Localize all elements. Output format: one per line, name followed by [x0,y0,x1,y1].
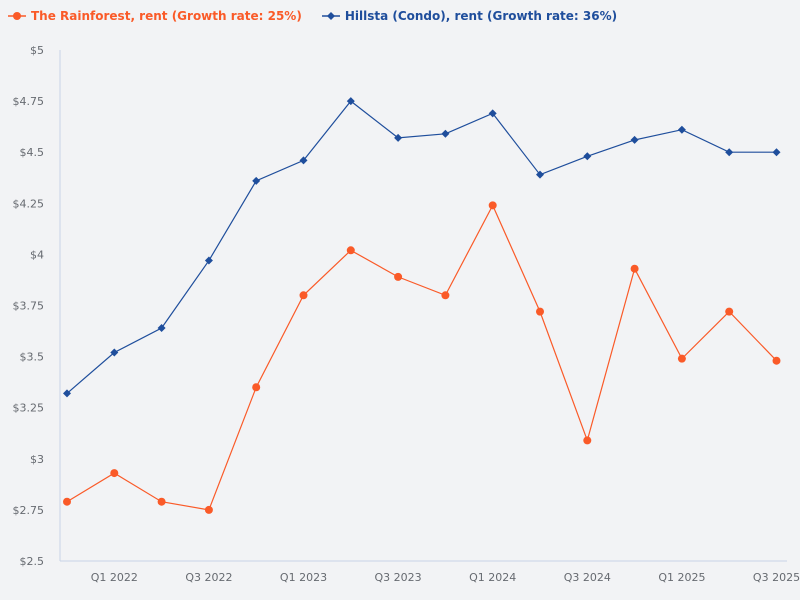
y-tick-label: $3.75 [13,300,45,313]
data-point[interactable] [394,272,403,281]
data-point[interactable] [441,129,450,138]
y-tick-label: $4.25 [13,197,45,210]
data-point[interactable] [488,201,497,210]
data-point[interactable] [630,264,639,273]
data-point[interactable] [583,436,592,445]
data-point[interactable] [394,133,403,142]
legend-item-rainforest[interactable]: The Rainforest, rent (Growth rate: 25%) [8,9,302,23]
data-point[interactable] [677,125,686,134]
legend: The Rainforest, rent (Growth rate: 25%) … [8,9,617,23]
x-tick-label: Q3 2025 [753,571,800,584]
y-tick-label: $3 [30,453,44,466]
circle-marker-icon [8,12,26,20]
x-tick-label: Q1 2024 [469,571,516,584]
data-point[interactable] [63,497,71,506]
data-point[interactable] [488,109,497,118]
series-layer [63,97,781,514]
data-point[interactable] [725,148,734,157]
data-point[interactable] [252,176,261,185]
data-point[interactable] [299,156,308,165]
data-point[interactable] [772,148,781,157]
x-tick-label: Q1 2025 [658,571,705,584]
series-line [66,100,777,394]
data-point[interactable] [299,291,308,300]
data-point[interactable] [157,323,166,332]
data-point[interactable] [630,135,639,144]
data-point[interactable] [772,356,781,365]
y-axis-ticks: $5 $4.75 $4.5 $4.25 $4 $3.75 $3.5 $3.25 $3 $2.75 $… [13,44,45,568]
data-point[interactable] [110,469,119,478]
data-point[interactable] [252,383,261,392]
data-point[interactable] [441,291,450,300]
x-tick-label: Q3 2024 [564,571,611,584]
y-tick-label: $3.25 [13,402,45,415]
x-tick-label: Q1 2022 [91,571,138,584]
data-point[interactable] [346,246,355,255]
series-line [66,203,777,511]
y-tick-label: $2.5 [20,555,45,568]
legend-label-hillsta: Hillsta (Condo), rent (Growth rate: 36%) [344,9,618,23]
axes [59,50,787,562]
x-tick-label: Q3 2023 [375,571,422,584]
data-point[interactable] [583,152,592,161]
data-point[interactable] [536,307,544,316]
diamond-marker-icon [321,12,340,20]
legend-label-rainforest: The Rainforest, rent (Growth rate: 25%) [31,9,302,23]
series-hillsta [63,97,781,398]
data-point[interactable] [725,307,734,316]
y-tick-label: $5 [30,44,44,57]
data-point[interactable] [536,170,544,179]
y-tick-label: $4.75 [13,95,45,108]
x-tick-label: Q3 2022 [185,571,232,584]
y-tick-label: $2.75 [13,504,45,517]
y-tick-label: $4 [30,248,44,261]
data-point[interactable] [346,97,355,106]
data-point[interactable] [677,354,686,363]
y-tick-label: $3.5 [20,351,45,364]
data-point[interactable] [204,505,213,514]
data-point[interactable] [157,497,166,506]
x-axis-ticks: Q1 2022 Q3 2022 Q1 2023 Q3 2023 Q1 2024 Q3 20… [91,571,800,584]
data-point[interactable] [204,256,213,265]
data-point[interactable] [110,348,119,357]
legend-item-hillsta[interactable]: Hillsta (Condo), rent (Growth rate: 36%) [321,9,618,23]
x-tick-label: Q1 2023 [280,571,327,584]
data-point[interactable] [63,389,71,398]
y-tick-label: $4.5 [20,146,45,159]
series-rainforest [63,201,781,514]
